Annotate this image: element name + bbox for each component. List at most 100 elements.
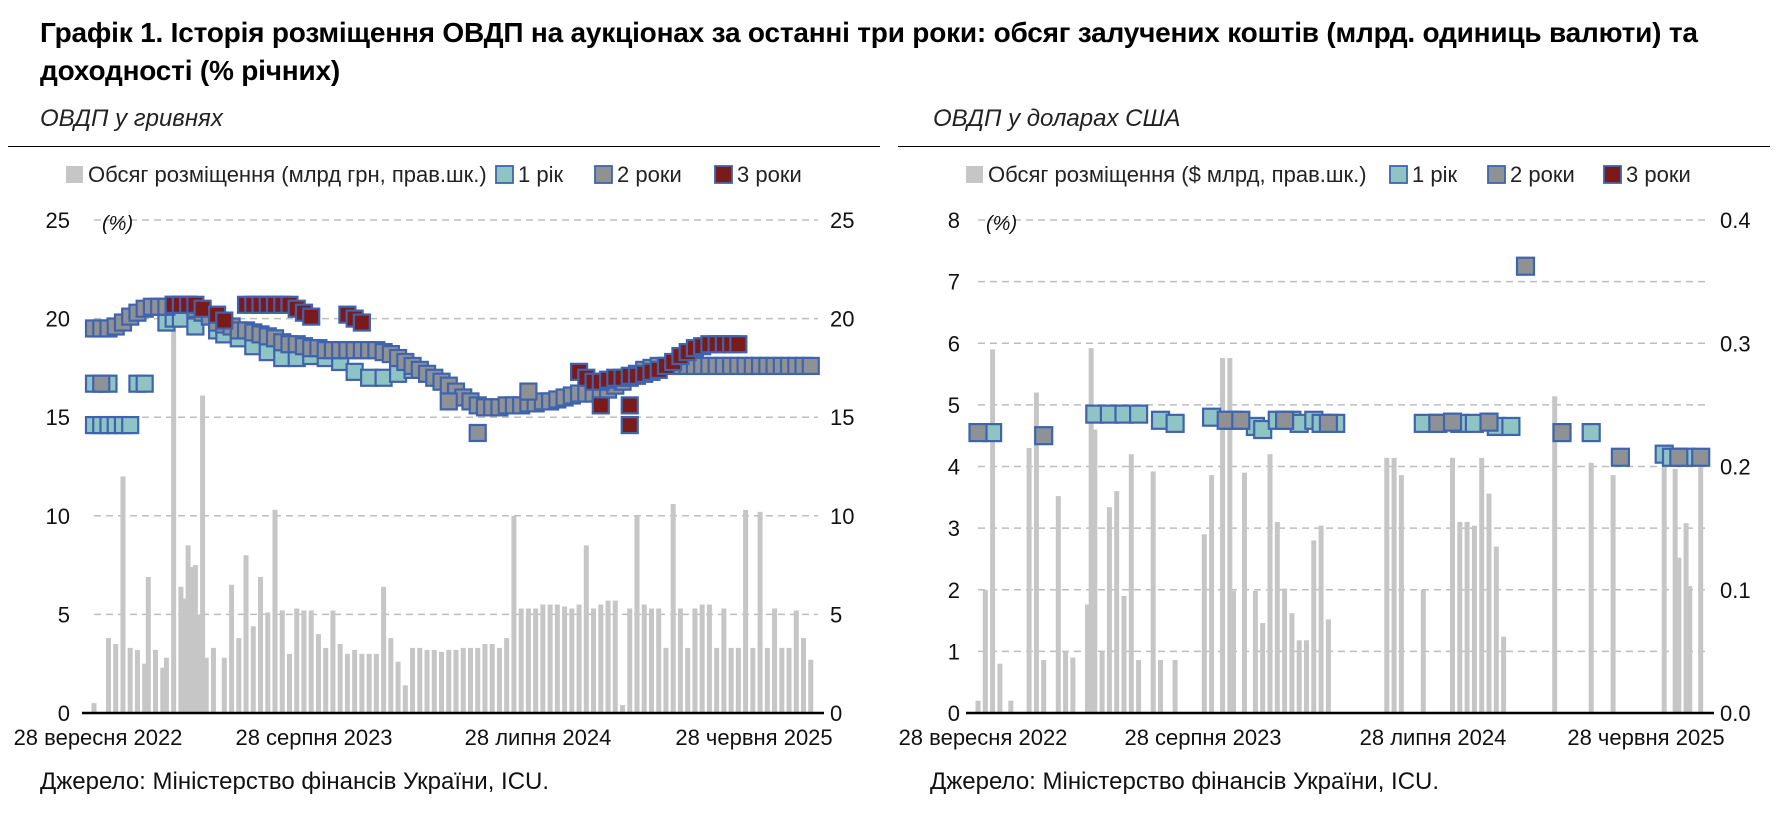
- volume-bar: [105, 638, 111, 713]
- volume-bar: [990, 349, 996, 713]
- volume-bar: [113, 643, 119, 713]
- volume-bar: [1172, 660, 1178, 713]
- volume-bar: [127, 647, 133, 713]
- x-tick-label: 28 липня 2024: [465, 725, 612, 750]
- yield-marker: [968, 423, 988, 443]
- volume-bar: [997, 663, 1003, 713]
- volume-bar: [612, 600, 618, 713]
- yield-marker: [92, 374, 111, 393]
- volume-bar: [620, 705, 626, 713]
- legend-label: 1 рік: [518, 162, 563, 187]
- volume-bar: [410, 647, 416, 713]
- volume-bar: [91, 703, 97, 713]
- volume-bar: [1552, 396, 1558, 713]
- y-left-tick-label: 25: [46, 208, 70, 233]
- yield-marker: [729, 335, 748, 354]
- volume-bar: [1092, 429, 1098, 713]
- volume-bar: [525, 608, 531, 713]
- volume-bar: [1479, 457, 1485, 713]
- volume-bar: [1026, 448, 1032, 713]
- volume-bar: [1610, 475, 1616, 713]
- volume-bar: [1063, 651, 1069, 713]
- yield-marker: [121, 415, 140, 435]
- volume-bar: [467, 647, 473, 713]
- y-unit-label: (%): [102, 213, 133, 235]
- volume-bar: [200, 395, 206, 713]
- volume-bar: [388, 638, 394, 713]
- volume-bar: [163, 657, 169, 713]
- usd-bonds-chart: 0 1 2 3 4 5 6 7 8 0.0 0.1 0.2 0.3 0.4 (%) 28 вересня 20…: [899, 162, 1751, 750]
- volume-bar: [359, 653, 365, 713]
- volume-bar: [757, 511, 763, 713]
- y-left-tick-label: 8: [948, 208, 960, 233]
- volume-bar: [475, 647, 481, 713]
- volume-bar: [1252, 590, 1258, 713]
- volume-bar: [1304, 640, 1309, 713]
- legend-label: 1 рік: [1412, 162, 1457, 187]
- volume-bar: [533, 608, 539, 713]
- x-tick-label: 28 вересня 2022: [899, 725, 1068, 750]
- volume-bar: [1311, 540, 1317, 713]
- volume-bar: [301, 610, 307, 713]
- volume-bar: [1471, 525, 1477, 713]
- volume-bar: [663, 647, 669, 713]
- volume-bar: [142, 663, 148, 713]
- volume-bar: [145, 576, 151, 713]
- volume-bar: [1128, 454, 1134, 713]
- legend-label: 2 роки: [617, 162, 682, 187]
- yield-marker: [135, 374, 154, 393]
- volume-bar: [294, 608, 300, 713]
- legend-label: Обсяг розміщення ($ млрд, прав.шк.): [988, 162, 1367, 187]
- volume-bar: [489, 643, 495, 713]
- volume-bar: [265, 612, 271, 713]
- yield-marker: [352, 313, 371, 332]
- volume-bar: [424, 649, 430, 713]
- legend-label: 3 роки: [1626, 162, 1691, 187]
- y-left-tick-label: 0: [948, 701, 960, 726]
- legend-label: 3 роки: [737, 162, 802, 187]
- volume-bar: [1121, 595, 1127, 713]
- right-header-rule: [898, 146, 1770, 147]
- yield-marker: [1034, 426, 1054, 446]
- volume-bar: [554, 604, 560, 713]
- volume-bar: [808, 659, 814, 713]
- volume-bar: [1085, 604, 1090, 713]
- legend-swatch-yield: [1603, 165, 1622, 184]
- y-right-tick-label: 0.3: [1720, 331, 1751, 356]
- volume-bar: [1008, 700, 1014, 713]
- y-right-tick-label: 0.4: [1720, 208, 1751, 233]
- volume-bar: [1289, 613, 1295, 713]
- volume-bar: [381, 586, 387, 713]
- legend-swatch-yield: [714, 165, 733, 184]
- yield-marker: [1318, 413, 1338, 433]
- volume-bar: [1420, 589, 1426, 713]
- x-tick-label: 28 серпня 2023: [235, 725, 392, 750]
- volume-bar: [591, 608, 597, 713]
- volume-bar: [402, 685, 408, 713]
- yield-marker: [1669, 447, 1689, 467]
- volume-bar: [562, 606, 568, 713]
- volume-bar: [982, 589, 988, 713]
- legend-swatch-yield: [1389, 165, 1408, 184]
- volume-bar: [1687, 586, 1693, 713]
- volume-bar: [258, 576, 264, 713]
- y-right-tick-label: 0.0: [1720, 701, 1751, 726]
- y-right-tick-label: 20: [830, 307, 854, 332]
- y-right-tick-label: 25: [830, 208, 854, 233]
- volume-bar: [1106, 507, 1112, 713]
- y-left-tick-label: 0: [58, 701, 70, 726]
- yield-marker: [620, 396, 639, 415]
- volume-bar: [764, 647, 770, 713]
- volume-bar: [1450, 457, 1455, 713]
- volume-bar: [1457, 521, 1463, 713]
- volume-bar: [323, 647, 329, 713]
- volume-bar: [1209, 475, 1215, 713]
- volume-bar: [160, 667, 166, 713]
- y-left-tick-label: 6: [948, 331, 960, 356]
- yield-marker: [1552, 423, 1572, 443]
- left-chart-subtitle: ОВДП у гривнях: [40, 105, 223, 132]
- volume-bar: [1501, 636, 1507, 713]
- yield-marker: [1610, 447, 1631, 467]
- volume-bar: [243, 555, 249, 713]
- volume-bar: [648, 608, 654, 713]
